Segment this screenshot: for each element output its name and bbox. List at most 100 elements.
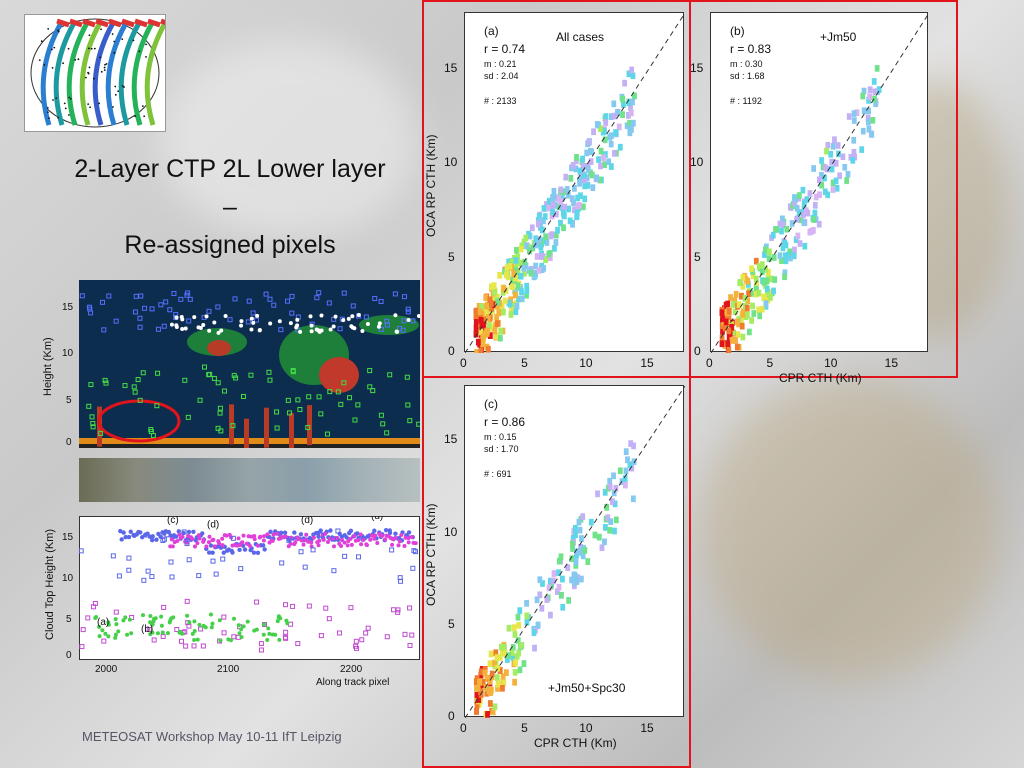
heatmap-cell <box>573 562 579 569</box>
heatmap-cell <box>628 440 634 447</box>
white-marker <box>255 313 260 318</box>
globe-dot <box>145 55 147 58</box>
low-cloud-column <box>264 407 269 448</box>
heatmap-cell <box>616 123 622 131</box>
lower-layer-point <box>192 638 197 643</box>
orbit-track <box>118 21 142 126</box>
upper-layer-point-reassigned <box>352 534 357 539</box>
heatmap-cell <box>603 113 609 120</box>
count-label: # : 1192 <box>730 96 762 106</box>
heatmap-cell <box>506 299 512 307</box>
heatmap-cell <box>588 148 593 155</box>
heatmap-cell <box>578 547 583 555</box>
heatmap-cell <box>485 303 491 311</box>
heatmap-cell <box>533 236 539 243</box>
heatmap-cell <box>503 271 509 279</box>
heatmap-cell <box>542 213 548 220</box>
upper-layer-point <box>242 547 248 552</box>
heatmap-cell <box>627 119 633 127</box>
heatmap-cell <box>478 328 484 336</box>
water-marker <box>378 412 384 418</box>
heatmap-cell <box>546 204 552 212</box>
heatmap-cell <box>578 575 584 583</box>
x-tick-label: 10 <box>579 356 593 370</box>
heatmap-cell <box>630 72 636 80</box>
x-tick-label: 0 <box>706 356 713 370</box>
lower-layer-point <box>97 634 102 639</box>
water-marker <box>185 414 191 420</box>
heatmap-cell <box>802 242 808 250</box>
globe-dot <box>63 102 66 105</box>
heatmap-cell <box>517 666 523 674</box>
white-marker <box>346 316 351 321</box>
heatmap-cell <box>766 255 772 262</box>
orbit-track <box>66 21 90 126</box>
heatmap-cell <box>789 220 795 227</box>
globe-dot <box>51 48 53 51</box>
heatmap-cell <box>603 119 609 126</box>
upper-layer-marker <box>302 564 308 570</box>
lower-layer-marker <box>353 645 359 651</box>
correlation-label: r = 0.74 <box>484 42 526 56</box>
heatmap-cell <box>482 309 488 317</box>
heatmap-cell <box>763 246 768 254</box>
curtain-ytick: 10 <box>62 348 74 359</box>
white-marker <box>174 324 179 329</box>
white-marker <box>341 318 346 323</box>
heatmap-cell <box>764 277 770 285</box>
upper-layer-point-reassigned <box>397 539 402 544</box>
lower-layer-point <box>236 623 241 628</box>
heatmap-cell <box>779 257 784 264</box>
upper-layer-point-reassigned <box>339 543 344 548</box>
water-marker <box>215 380 221 386</box>
lower-layer-marker <box>174 627 180 633</box>
heatmap-cell <box>478 316 484 324</box>
ice-marker <box>178 296 184 302</box>
heatmap-cell <box>543 256 548 263</box>
lower-layer-marker <box>221 630 227 636</box>
heatmap-cell <box>591 128 596 136</box>
heatmap-cell <box>626 70 632 78</box>
white-marker <box>309 329 314 334</box>
upper-layer-point <box>221 550 226 555</box>
heatmap-cell <box>524 612 530 620</box>
globe-dot <box>121 85 124 87</box>
lower-layer-marker <box>326 616 332 622</box>
heatmap-cell <box>867 93 873 101</box>
upper-layer-point-reassigned <box>380 533 385 538</box>
heatmap-cell <box>573 558 579 566</box>
heatmap-cell <box>777 252 783 259</box>
orbit-globe-thumbnail <box>24 14 174 132</box>
globe-dot <box>93 47 96 50</box>
heatmap-cell <box>473 324 479 332</box>
heatmap-cell <box>502 297 508 305</box>
upper-layer-marker <box>335 528 341 534</box>
globe-dot <box>134 115 137 117</box>
lower-layer-point <box>100 628 105 633</box>
heatmap-cell <box>783 257 789 265</box>
heatmap-cell <box>495 680 501 688</box>
y-tick-label: 10 <box>444 155 458 170</box>
heatmap-cell <box>602 489 608 496</box>
heatmap-cell <box>500 684 505 692</box>
heatmap-cell <box>585 166 591 173</box>
heatmap-cell <box>784 225 790 233</box>
white-marker <box>251 320 256 325</box>
heatmap-cell <box>753 257 759 265</box>
heatmap-cell <box>585 558 591 565</box>
cth-xtick: 2200 <box>340 664 363 675</box>
globe-dot <box>99 56 102 59</box>
water-marker <box>98 430 104 436</box>
heatmap-cell <box>834 184 840 192</box>
heatmap-cell <box>521 660 527 667</box>
heatmap-cell <box>547 254 553 262</box>
white-marker <box>201 322 206 327</box>
cth-plot-area: (a) (b) (c) (d) (d) (d) <box>78 511 420 660</box>
heatmap-cell <box>805 209 811 217</box>
heatmap-cell <box>515 267 521 275</box>
ice-marker <box>401 318 407 324</box>
upper-layer-point-reassigned <box>256 543 261 548</box>
white-marker <box>350 314 355 319</box>
heatmap-cell <box>513 308 519 316</box>
upper-layer-marker <box>181 529 187 535</box>
